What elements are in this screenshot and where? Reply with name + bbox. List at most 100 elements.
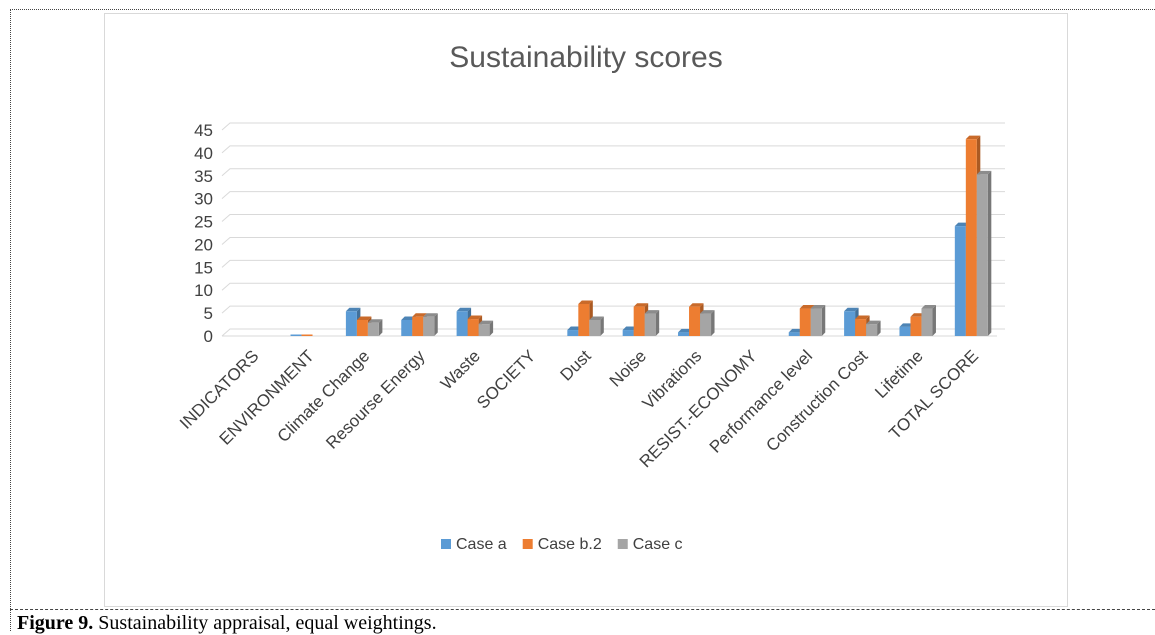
bar-front [456,311,468,336]
legend-swatch [441,539,451,549]
bar-front [644,313,656,336]
bar-side [821,305,826,336]
bar-top [644,310,660,314]
y-tick-label: 35 [194,167,213,186]
bar-front [976,174,988,336]
bar-top [633,303,649,307]
bar-top [401,316,416,320]
bar-front [367,322,379,336]
gridline [221,282,1005,291]
bar-top [689,303,704,307]
bar-front [622,330,634,336]
x-tick-label: Lifetime [871,346,927,402]
bar-top [799,305,815,309]
bar-case-c-dust [589,316,604,336]
bar-top [788,328,804,333]
bar-front [478,324,490,336]
bar-front [412,316,424,336]
bar-front [467,319,479,336]
bar-side [434,313,438,336]
frame-top-border [10,9,1155,10]
x-tick-label: SOCIETY [473,346,539,412]
gridline [221,214,1005,222]
bar-front [345,311,357,336]
y-tick-label: 45 [194,121,213,140]
x-tick-label: Resourse Energy [322,346,429,453]
bar-top [954,222,970,227]
bar-top [866,320,881,325]
figure-caption-label: Figure 9. [17,612,94,634]
bar-case-c-climate-change [367,319,383,336]
bar-case-c-noise [644,310,660,336]
bar-top [921,305,936,309]
bar-front [788,332,800,336]
gridline [221,305,1005,314]
bar-top [965,135,981,140]
y-tick-label: 20 [194,235,213,254]
gridline [221,145,1005,154]
x-tick-label: Waste [437,346,484,393]
bar-zero-case-b-2-environment [301,334,313,336]
bar-top [910,313,925,317]
bar-top [567,326,582,331]
figure-caption-text: Sustainability appraisal, equal weightin… [93,612,437,634]
bar-front [799,308,811,336]
legend-item-case-b-2: Case b.2 [522,536,602,553]
bar-top [345,307,361,312]
bar-front [633,306,645,336]
bar-front [855,319,867,336]
legend-item-case-a: Case a [441,536,507,553]
gridline [221,259,1005,268]
gridline [221,122,1005,131]
legend-item-case-c: Case c [617,536,683,553]
legend-swatch [617,539,628,549]
y-tick-label: 5 [204,304,213,323]
legend-swatch [522,539,533,549]
bars [290,135,992,336]
bar-front [356,319,368,336]
bar-top [367,319,383,323]
bar-front [423,316,435,336]
y-tick-label: 0 [204,327,213,346]
bar-side [655,310,660,336]
bar-side [987,170,992,336]
bar-side [711,310,715,336]
legend-label: Case a [456,536,507,553]
x-tick-label: Noise [606,346,650,390]
bar-front [954,226,966,336]
figure-caption: Figure 9. Sustainability appraisal, equa… [17,612,437,635]
y-tick-label: 15 [194,258,213,277]
bar-case-c-performance-level [810,305,826,336]
bar-front [965,139,977,336]
gridline [221,168,1005,177]
bar-top [810,305,826,309]
bar-front [899,326,911,336]
bar-case-c-waste [478,320,494,336]
y-axis-ticks: 0 5 10 15 20 25 30 35 40 45 [194,121,213,346]
bar-top [855,315,870,320]
chart-title: Sustainability scores [449,41,722,74]
gridline [221,191,1005,200]
bar-front [921,308,933,336]
bar-front [567,330,579,336]
bar-zero-case-a-environment [290,334,302,336]
bar-front [810,308,822,336]
y-tick-label: 30 [194,190,213,209]
bar-top [456,307,472,312]
bar-front [689,306,701,336]
frame-bottom-border [10,609,1155,610]
legend-label: Case c [633,536,683,553]
legend-label: Case b.2 [538,536,602,553]
bar-top [589,316,604,320]
bar-side [932,305,936,336]
grid-lines [221,122,1005,337]
bar-top [700,310,715,314]
bar-case-c-resourse-energy [423,313,438,336]
y-tick-label: 25 [194,213,213,232]
bar-front [910,316,922,336]
bar-case-c-construction-cost [866,320,881,336]
bar-front [589,319,601,336]
bar-front [578,303,590,336]
